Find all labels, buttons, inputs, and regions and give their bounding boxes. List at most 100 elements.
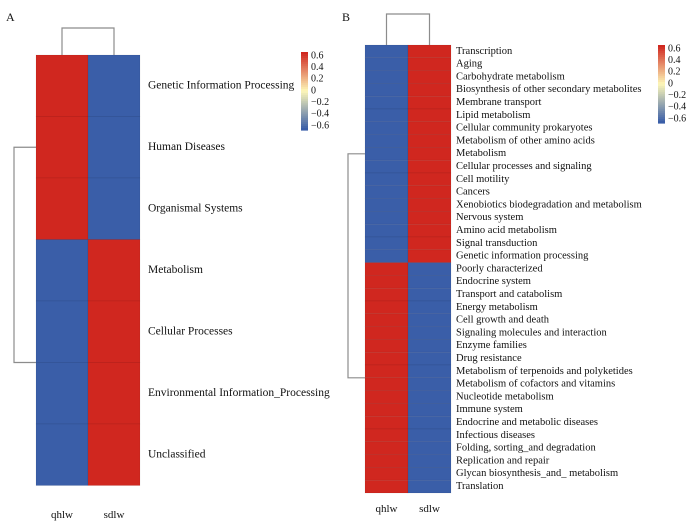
heatmap-cell (364, 121, 409, 135)
colorbar-swatch (658, 64, 665, 68)
heatmap-cell (407, 339, 452, 353)
colorbar-swatch (301, 55, 308, 59)
colorbar-swatch (658, 76, 665, 79)
colorbar-swatch (658, 109, 665, 112)
row-dendrogram (13, 146, 36, 364)
heatmap-cell (407, 223, 452, 238)
colorbar-swatch (301, 96, 308, 100)
heatmap-cell (364, 300, 409, 315)
colorbar-swatch (301, 124, 308, 127)
row-label: Enzyme families (456, 340, 527, 351)
colorbar-swatch (301, 91, 308, 94)
row-label: Metabolism of terpenoids and polyketides (456, 366, 633, 377)
colorbar-swatch (658, 45, 665, 48)
heatmap-cell (364, 223, 409, 238)
row-label: Metabolism (456, 148, 506, 159)
colorbar-swatch (658, 99, 665, 103)
colorbar-swatch (658, 89, 665, 93)
colorbar-swatch (301, 112, 308, 115)
colorbar-swatch (301, 122, 308, 125)
column-label: sdlw (104, 509, 125, 521)
row-label: Signal transduction (456, 238, 538, 249)
heatmap-cell (364, 479, 409, 494)
heatmap-cell (407, 377, 452, 391)
row-label: Endocrine system (456, 276, 531, 287)
heatmap-cell (364, 198, 409, 212)
row-label: Aging (456, 59, 483, 70)
row-label: Nucleotide metabolism (456, 391, 554, 402)
colorbar-swatch (658, 111, 665, 114)
colorbar-swatch (658, 85, 665, 89)
colorbar-swatch (301, 65, 308, 69)
row-label: Nervous system (456, 212, 523, 223)
colorbar-swatch (658, 58, 665, 62)
colorbar-swatch (301, 102, 308, 106)
row-label: Cellular processes and signaling (456, 161, 592, 172)
colorbar-swatch (658, 78, 665, 81)
heatmap-cell (364, 83, 409, 97)
heatmap-cell (35, 300, 89, 363)
colorbar-swatch (658, 121, 665, 124)
heatmap-cell (364, 428, 409, 443)
row-label: Carbohydrate metabolism (456, 71, 565, 82)
heatmap-cell (364, 211, 409, 225)
colorbar-swatch (658, 62, 665, 66)
heatmap-cell (364, 467, 409, 481)
heatmap-cell (407, 467, 452, 481)
heatmap-cell (407, 364, 452, 379)
colorbar-swatch (658, 74, 665, 77)
colorbar-swatch (301, 79, 308, 82)
panel-a-letter: A (6, 10, 15, 24)
colorbar-tick-label: 0.2 (311, 74, 324, 85)
colorbar-swatch (301, 61, 308, 65)
row-label: Membrane transport (456, 97, 542, 108)
colorbar-swatch (658, 72, 665, 75)
colorbar-swatch (301, 59, 308, 63)
row-label: Cell motility (456, 174, 510, 185)
colorbar-swatch (301, 81, 308, 84)
panel-b-letter: B (342, 10, 350, 24)
colorbar-swatch (658, 52, 665, 56)
colorbar-swatch (658, 101, 665, 105)
heatmap-cell (364, 415, 409, 430)
row-label: Transport and catabolism (456, 289, 562, 300)
row-label: Transcription (456, 46, 513, 57)
row-label: Folding, sorting_and degradation (456, 443, 596, 454)
column-label: qhlw (376, 503, 398, 515)
row-label: Cell growth and death (456, 315, 550, 326)
row-dendrogram (347, 153, 365, 379)
heatmap-cell (35, 116, 89, 179)
colorbar-tick-label: −0.4 (668, 102, 686, 113)
colorbar-swatch (301, 126, 308, 129)
colorbar-swatch (301, 110, 308, 114)
row-label: Replication and repair (456, 455, 550, 466)
colorbar-swatch (301, 108, 308, 112)
colorbar-swatch (301, 92, 308, 96)
heatmap-cell (87, 423, 141, 486)
colorbar-swatch (658, 97, 665, 101)
colorbar-swatch (658, 50, 665, 54)
heatmap-cell (364, 95, 409, 110)
colorbar-swatch (658, 95, 665, 99)
colorbar-swatch (658, 103, 665, 107)
heatmap-cell (364, 364, 409, 379)
heatmap-cell (364, 390, 409, 404)
heatmap-cell (364, 108, 409, 123)
heatmap-cell (407, 95, 452, 110)
row-label: Xenobiotics biodegradation and metabolis… (456, 199, 642, 210)
column-dendrogram (385, 13, 431, 45)
colorbar-swatch (658, 117, 665, 120)
colorbar-swatch (658, 48, 665, 52)
row-label: Genetic Information Processing (148, 79, 295, 91)
row-label: Glycan biosynthesis_and_ metabolism (456, 468, 618, 479)
colorbar-swatch (301, 85, 308, 88)
colorbar-swatch (301, 73, 308, 76)
heatmap-cell (364, 70, 409, 84)
heatmap-cell (364, 313, 409, 327)
row-label: Metabolism of cofactors and vitamins (456, 379, 615, 390)
row-label: Metabolism (148, 264, 203, 276)
row-label: Organismal Systems (148, 202, 243, 214)
colorbar-tick-label: −0.4 (311, 109, 329, 120)
column-dendrogram (61, 27, 115, 55)
heatmap-cell (407, 134, 452, 148)
